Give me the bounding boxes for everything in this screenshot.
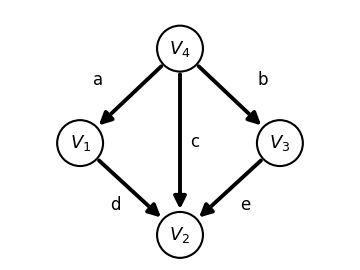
Circle shape (57, 120, 103, 166)
Text: d: d (110, 196, 121, 214)
Text: c: c (190, 133, 199, 151)
Text: $V_3$: $V_3$ (269, 133, 291, 153)
Text: $V_2$: $V_2$ (170, 225, 190, 245)
Circle shape (257, 120, 303, 166)
Circle shape (157, 26, 203, 72)
Text: b: b (257, 71, 267, 89)
Circle shape (157, 212, 203, 258)
Text: a: a (93, 71, 103, 89)
Text: $V_1$: $V_1$ (69, 133, 91, 153)
Text: e: e (240, 196, 250, 214)
Text: $V_4$: $V_4$ (169, 39, 191, 59)
